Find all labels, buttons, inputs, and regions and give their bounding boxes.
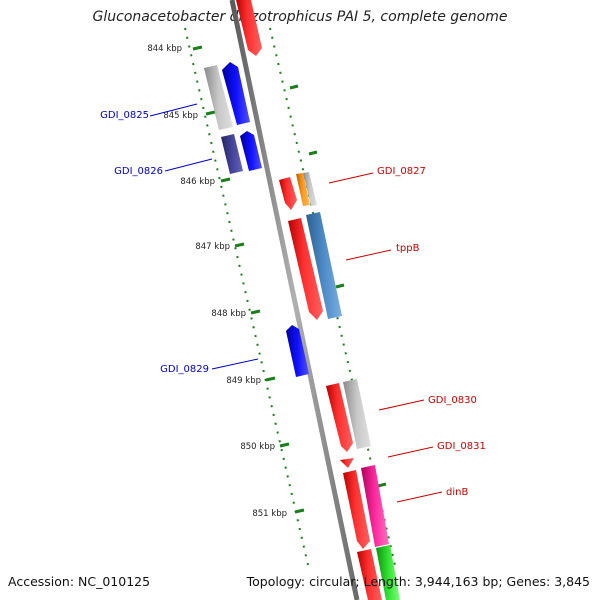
tick-label: 845 kbp: [163, 111, 198, 121]
gene-feature[interactable]: [279, 177, 297, 210]
tick-label: 850 kbp: [240, 442, 275, 452]
tick-mark: [205, 110, 216, 116]
gene-feature[interactable]: [340, 458, 354, 468]
gene-feature[interactable]: [296, 173, 310, 206]
tick-mark: [289, 84, 299, 90]
gene-feature[interactable]: [288, 218, 323, 320]
tick-label: 847 kbp: [195, 242, 230, 252]
leader-line: [378, 399, 425, 411]
gene-label[interactable]: GDI_0825: [100, 110, 149, 121]
tick-label: 851 kbp: [252, 509, 287, 519]
gene-feature[interactable]: [306, 212, 342, 319]
leader-line: [149, 103, 198, 117]
tick-mark: [308, 150, 318, 156]
leader-line: [345, 249, 392, 261]
gene-feature[interactable]: [343, 470, 370, 549]
gene-label[interactable]: GDI_0831: [437, 441, 486, 452]
gene-feature[interactable]: [286, 325, 309, 377]
gene-feature[interactable]: [357, 549, 382, 600]
inner-tick-ring: [184, 27, 309, 566]
tick-mark: [279, 442, 290, 448]
gene-label[interactable]: GDI_0829: [160, 364, 209, 375]
leader-line: [211, 358, 259, 370]
tick-mark: [335, 283, 345, 289]
gene-label[interactable]: dinB: [446, 487, 468, 498]
tick-label: 846 kbp: [180, 177, 215, 187]
gene-feature[interactable]: [326, 383, 353, 452]
accession-text: Accession: NC_010125: [8, 574, 151, 589]
leader-line: [164, 158, 213, 172]
tick-mark: [250, 309, 261, 315]
gene-label[interactable]: GDI_0826: [114, 166, 163, 177]
tick-mark: [265, 376, 276, 382]
minus-strand-genes: [204, 62, 309, 377]
gene-feature[interactable]: [343, 379, 371, 449]
gene-feature[interactable]: [303, 172, 317, 206]
tick-mark: [234, 242, 245, 248]
gene-feature[interactable]: [376, 545, 400, 600]
gene-label[interactable]: tppB: [396, 243, 420, 254]
plus-strand-genes: [236, 0, 400, 600]
tick-mark: [220, 177, 231, 183]
leader-line: [328, 172, 374, 184]
tick-label: 849 kbp: [226, 376, 261, 386]
topology-text: Topology: circular; Length: 3,944,163 bp…: [246, 574, 590, 589]
gene-feature[interactable]: [204, 65, 233, 130]
map-title: Gluconacetobacter diazotrophicus PAI 5, …: [92, 9, 508, 25]
tick-label: 844 kbp: [147, 44, 182, 54]
gene-feature[interactable]: [236, 0, 262, 56]
gene-label[interactable]: GDI_0827: [377, 166, 426, 177]
tick-mark: [377, 482, 387, 488]
gene-feature[interactable]: [361, 465, 389, 547]
gene-feature[interactable]: [222, 62, 250, 125]
leader-line: [387, 446, 434, 458]
tick-marks: [192, 45, 387, 514]
tick-label: 848 kbp: [211, 309, 246, 319]
gene-feature[interactable]: [240, 131, 262, 171]
tick-mark: [192, 45, 203, 51]
label-leaders: [149, 103, 443, 503]
gene-labels: GDI_0825 GDI_0826 GDI_0827 tppB GDI_0829…: [100, 110, 486, 498]
tick-mark: [294, 508, 305, 514]
gene-label[interactable]: GDI_0830: [428, 395, 477, 406]
gene-feature[interactable]: [221, 134, 243, 174]
genome-backbone: [229, 0, 360, 600]
tick-labels: 844 kbp 845 kbp 846 kbp 847 kbp 848 kbp …: [147, 44, 287, 519]
leader-line: [396, 491, 443, 503]
